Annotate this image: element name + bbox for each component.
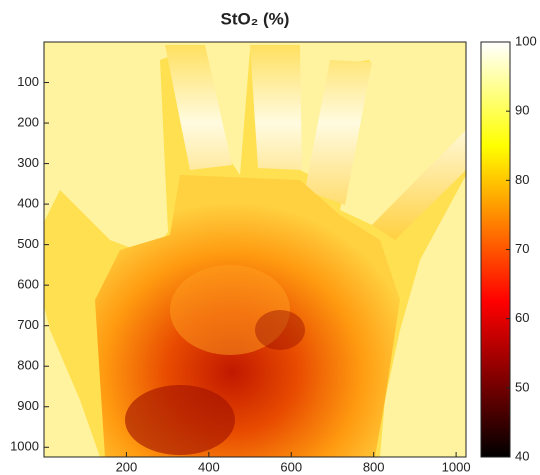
chart-title: StO₂ (%) (221, 9, 290, 28)
colorbar (480, 41, 511, 458)
x-tick-label: 800 (363, 459, 385, 474)
y-tick-label: 200 (17, 114, 39, 129)
y-tick-label: 600 (17, 277, 39, 292)
heatmap-image (44, 42, 466, 457)
y-tick-label: 1000 (10, 439, 39, 454)
x-tick-label: 600 (280, 459, 302, 474)
colorbar-tick-label: 100 (515, 33, 537, 48)
y-tick-label: 400 (17, 196, 39, 211)
y-tick-label: 100 (17, 74, 39, 89)
colorbar-tick-label: 50 (515, 379, 529, 394)
plot-frame (43, 41, 467, 458)
y-tick-label: 700 (17, 317, 39, 332)
colorbar-tick-label: 70 (515, 241, 529, 256)
colorbar-tick-label: 90 (515, 103, 529, 118)
y-tick-label: 900 (17, 398, 39, 413)
x-tick-label: 200 (116, 459, 138, 474)
colorbar-tick-label: 80 (515, 172, 529, 187)
y-tick-label: 300 (17, 155, 39, 170)
colorbar-tick-label: 60 (515, 310, 529, 325)
colorbar-tick-label: 40 (515, 448, 529, 463)
x-tick-label: 400 (198, 459, 220, 474)
x-tick-label: 1000 (442, 459, 471, 474)
y-tick-label: 500 (17, 236, 39, 251)
y-tick-label: 800 (17, 358, 39, 373)
